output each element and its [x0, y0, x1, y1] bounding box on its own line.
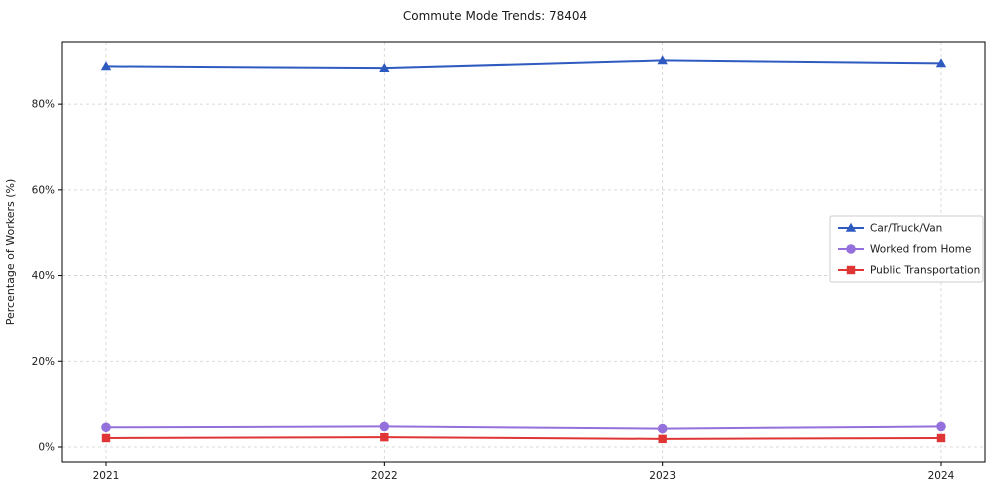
axes-frame: [61, 41, 986, 463]
x-tick-label: 2021: [93, 470, 120, 482]
legend-label-worked-from-home: Worked from Home: [870, 244, 971, 256]
series-marker-public-transportation: [658, 434, 667, 444]
series-marker-public-transportation: [936, 433, 946, 443]
series-marker-car-truck-van: [379, 62, 390, 72]
legend-sample-marker-public-transportation: [846, 265, 856, 275]
series-marker-public-transportation: [380, 432, 389, 442]
series-marker-car-truck-van: [657, 55, 668, 65]
y-axis-label: Percentage of Workers (%): [4, 179, 17, 326]
y-tick-label: 40%: [32, 270, 55, 282]
series-marker-public-transportation: [101, 433, 111, 443]
legend-sample-marker-worked-from-home: [846, 244, 856, 254]
chart-title: Commute Mode Trends: 78404: [402, 9, 588, 23]
series-line-public-transportation: [105, 436, 942, 440]
y-tick-label: 20%: [32, 356, 55, 368]
y-tick-label: 80%: [32, 99, 55, 111]
series-line-car-truck-van: [105, 59, 942, 70]
legend-label-public-transportation: Public Transportation: [870, 265, 980, 277]
series-marker-worked-from-home: [657, 423, 668, 434]
series-marker-worked-from-home: [936, 421, 946, 432]
legend-box: [829, 215, 984, 283]
x-tick-label: 2023: [649, 470, 676, 482]
series-marker-worked-from-home: [101, 422, 111, 433]
x-tick-label: 2024: [928, 470, 955, 482]
series-marker-car-truck-van: [100, 61, 112, 71]
series-marker-car-truck-van: [935, 58, 947, 68]
series-line-worked-from-home: [105, 425, 942, 430]
series-marker-worked-from-home: [379, 421, 390, 432]
legend-label-car-truck-van: Car/Truck/Van: [870, 223, 942, 235]
y-tick-label: 0%: [38, 442, 55, 454]
legend-sample-marker-car-truck-van: [845, 222, 857, 232]
x-tick-label: 2022: [371, 470, 398, 482]
y-tick-label: 60%: [32, 184, 55, 196]
